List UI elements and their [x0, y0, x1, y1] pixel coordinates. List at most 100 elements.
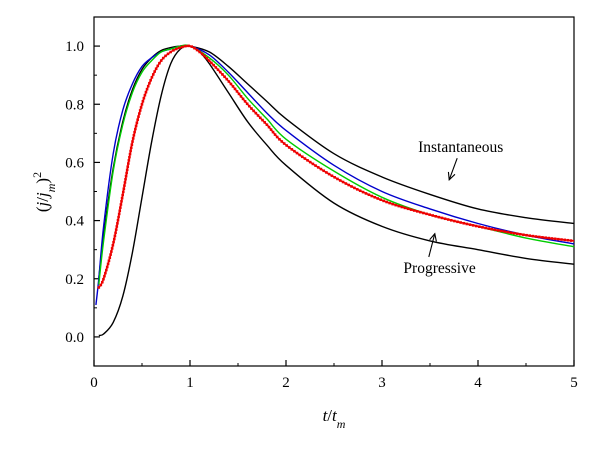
data-point	[518, 232, 522, 236]
data-point	[468, 223, 472, 226]
data-point	[364, 192, 368, 195]
data-point	[522, 233, 525, 237]
data-point	[557, 237, 560, 241]
data-point	[453, 219, 456, 223]
data-point	[177, 46, 181, 50]
data-point	[406, 207, 410, 211]
data-point	[172, 49, 175, 52]
data-point	[135, 121, 139, 125]
data-point	[449, 218, 453, 222]
data-point	[471, 224, 475, 227]
data-point	[394, 203, 398, 207]
data-point	[273, 133, 277, 136]
data-point	[544, 236, 547, 240]
data-point	[106, 262, 110, 266]
data-point	[282, 142, 286, 145]
data-point	[137, 115, 140, 118]
data-point	[322, 169, 325, 173]
data-point	[563, 238, 567, 242]
data-point	[400, 205, 404, 209]
y-tick-label: 1.0	[65, 39, 84, 55]
data-point	[133, 130, 136, 134]
data-point	[105, 268, 108, 272]
data-point	[478, 225, 481, 228]
data-point	[103, 274, 106, 278]
data-point	[218, 70, 222, 74]
data-point	[105, 265, 109, 269]
data-point	[271, 130, 275, 134]
data-point	[484, 226, 487, 230]
data-point	[174, 47, 178, 51]
x-tick-label: 3	[378, 375, 386, 391]
data-point	[118, 209, 122, 213]
data-point	[355, 188, 359, 191]
data-point	[459, 221, 462, 224]
data-point	[336, 177, 339, 181]
data-point	[117, 215, 120, 219]
data-point	[109, 253, 112, 256]
data-point	[214, 66, 218, 69]
data-point	[316, 166, 320, 169]
data-point	[252, 109, 255, 113]
data-point	[119, 203, 123, 206]
data-point	[269, 128, 273, 131]
x-axis-label: t/tm	[323, 406, 346, 431]
data-point	[379, 198, 382, 202]
data-point	[425, 212, 428, 216]
data-point	[121, 193, 124, 197]
data-point	[108, 256, 112, 259]
data-point	[327, 172, 331, 176]
data-point	[509, 231, 513, 234]
data-point	[503, 230, 506, 233]
data-point	[161, 56, 165, 60]
data-point	[143, 93, 147, 97]
data-point	[397, 204, 401, 208]
data-point	[149, 78, 152, 82]
data-point	[298, 153, 301, 157]
data-point	[125, 171, 128, 175]
data-point	[131, 137, 135, 140]
x-tick-label: 4	[474, 375, 482, 391]
series-markers-5	[97, 44, 573, 289]
data-point	[547, 236, 551, 240]
data-point	[166, 52, 170, 56]
data-point	[128, 152, 132, 156]
data-point	[311, 162, 315, 166]
data-point	[553, 237, 557, 241]
data-point	[569, 239, 573, 242]
data-point	[164, 54, 167, 58]
data-point	[344, 182, 348, 185]
data-point	[193, 46, 196, 50]
series-line-2	[98, 45, 575, 337]
data-point	[130, 143, 134, 146]
data-point	[434, 215, 438, 218]
data-point	[127, 159, 131, 162]
data-point	[500, 229, 503, 233]
data-point	[151, 73, 155, 76]
data-point	[258, 116, 262, 120]
data-point	[261, 118, 264, 122]
data-point	[216, 68, 220, 72]
annotations: Instantaneous Progressive	[403, 139, 503, 277]
data-point	[120, 200, 123, 203]
data-point	[144, 90, 148, 94]
data-point	[121, 190, 125, 194]
x-tick-label: 0	[90, 375, 98, 391]
data-point	[114, 231, 117, 235]
series-line-1	[98, 44, 575, 279]
data-point	[493, 228, 497, 232]
data-point	[308, 160, 312, 164]
data-point	[250, 107, 253, 110]
y-tick-label: 0.4	[65, 214, 84, 230]
data-point	[566, 238, 570, 242]
data-point	[123, 181, 127, 184]
data-point	[525, 233, 528, 237]
annotation-label-1: Instantaneous	[418, 139, 503, 156]
data-point	[534, 235, 538, 238]
data-point	[437, 215, 441, 219]
data-point	[195, 48, 199, 52]
data-point	[126, 165, 130, 168]
data-point	[415, 210, 419, 213]
data-point	[347, 183, 351, 187]
